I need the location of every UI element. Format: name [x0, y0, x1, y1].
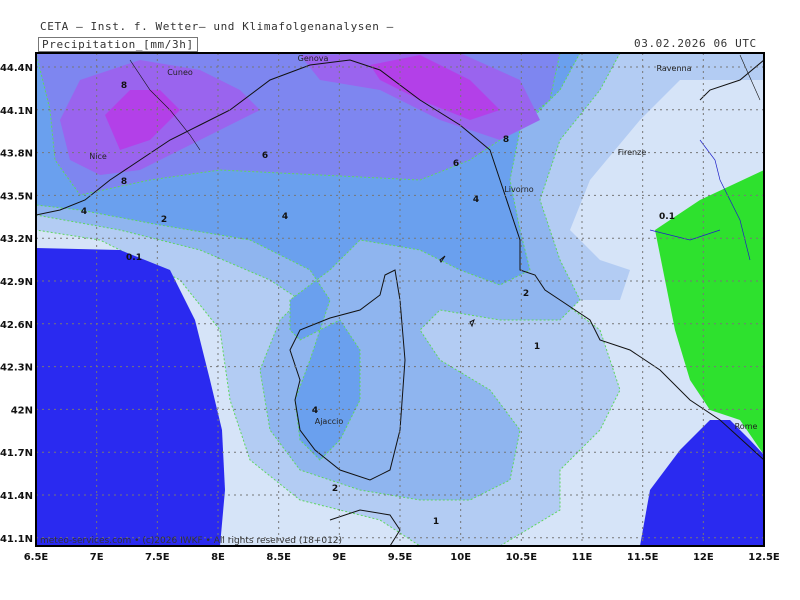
contour-label: 1 [433, 517, 439, 527]
contour-label: 6 [453, 159, 459, 169]
x-tick-label: 10E [450, 552, 471, 563]
x-tick-label: 11.5E [627, 552, 659, 563]
contour-label: 2 [332, 484, 338, 494]
contour-label: 2 [161, 215, 167, 225]
contour-label: 4 [282, 212, 288, 222]
x-tick-label: 9E [332, 552, 346, 563]
city-label: Nice [89, 152, 107, 161]
city-label: Rome [735, 422, 758, 431]
variable-label: Precipitation_[mm/3h] [38, 37, 198, 52]
contour-label: 2 [523, 289, 529, 299]
contour-label: 8 [503, 135, 509, 145]
x-tick-label: 10.5E [506, 552, 538, 563]
y-tick-label: 44.1N [0, 106, 33, 117]
coastlines [36, 59, 764, 546]
organization-title: CETA — Inst. f. Wetter— und Klimafolgena… [40, 20, 394, 33]
map-frame [35, 52, 765, 547]
x-tick-label: 7.5E [145, 552, 170, 563]
x-tick-label: 8E [211, 552, 225, 563]
y-tick-label: 43.5N [0, 191, 33, 202]
city-label: Ajaccio [315, 417, 344, 426]
city-label: Ravenna [657, 64, 692, 73]
contour-label: 4 [81, 207, 87, 217]
contour-label: 4 [473, 195, 479, 205]
x-tick-label: 12E [693, 552, 714, 563]
graticule [36, 53, 764, 546]
contour-labels: 8 8 8 6 6 4 4 4 2 2 2 1 1 0.1 0.1 4 [81, 81, 675, 527]
contour-label: 0.1 [659, 212, 675, 222]
copyright-footer: meteo-services.com • (c)2026 IWKF • All … [40, 536, 342, 546]
y-tick-label: 43.8N [0, 149, 33, 160]
map-field [36, 53, 764, 546]
y-tick-label: 41.1N [0, 534, 33, 545]
contour-label: 4 [312, 406, 318, 416]
x-tick-label: 9.5E [388, 552, 413, 563]
x-tick-label: 12.5E [748, 552, 780, 563]
x-tick-label: 6.5E [24, 552, 49, 563]
y-tick-label: 43.2N [0, 234, 33, 245]
x-tick-label: 7E [90, 552, 104, 563]
rivers [649, 139, 751, 261]
contour-label: 8 [121, 81, 127, 91]
city-label: Livorno [504, 185, 534, 194]
x-tick-label: 11E [572, 552, 593, 563]
contour-label: 1 [534, 342, 540, 352]
y-tick-label: 42.3N [0, 363, 33, 374]
y-tick-label: 42.6N [0, 320, 33, 331]
y-tick-label: 42N [11, 405, 33, 416]
y-tick-label: 41.7N [0, 448, 33, 459]
datetime-label: 03.02.2026 06 UTC [634, 37, 757, 50]
city-label: Cuneo [167, 68, 193, 77]
y-axis-ticks: 44.4N 44.1N 43.8N 43.5N 43.2N 42.9N 42.6N 42.3N… [0, 63, 33, 545]
contour-label: 6 [262, 151, 268, 161]
x-axis-ticks: 6.5E 7E 7.5E 8E 8.5E 9E 9.5E 10E 10.5E 11E 11.5E 12… [24, 552, 780, 563]
contour-label: 0.1 [126, 253, 142, 263]
city-labels: Genova Cuneo Ravenna Nice Firenze Livorno Ajac… [89, 54, 757, 431]
y-tick-label: 42.9N [0, 277, 33, 288]
x-tick-label: 8.5E [266, 552, 291, 563]
contour-label: 8 [121, 177, 127, 187]
y-tick-label: 41.4N [0, 491, 33, 502]
city-label: Firenze [618, 148, 647, 157]
city-label: Genova [298, 54, 329, 63]
y-tick-label: 44.4N [0, 63, 33, 74]
